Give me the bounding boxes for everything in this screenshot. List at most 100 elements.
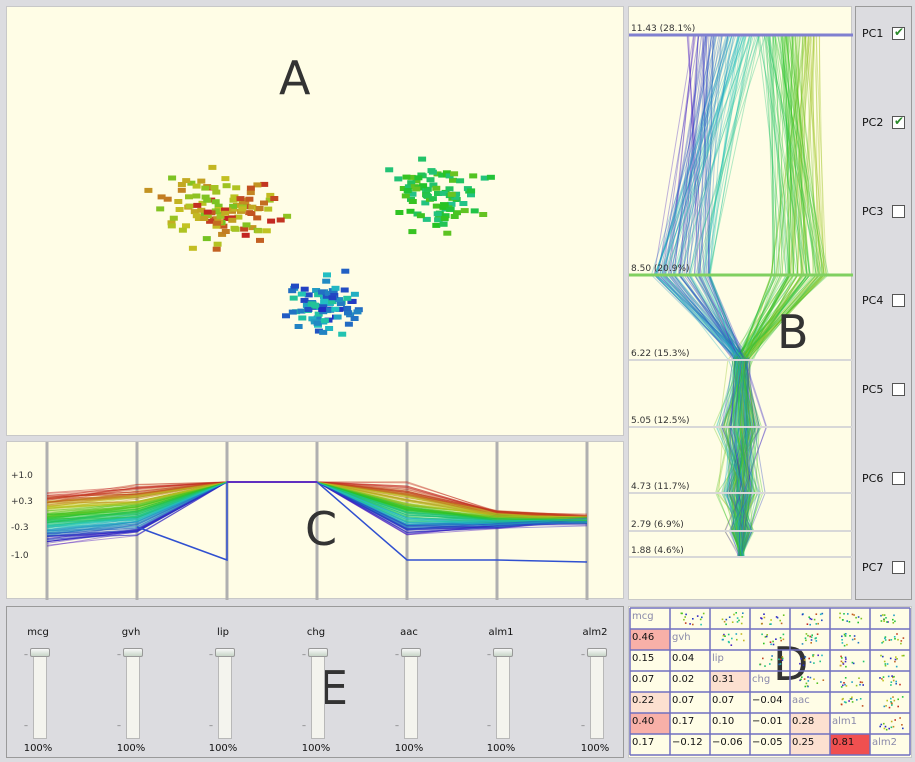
mini-scatter-dot [804,637,807,639]
scatter-point [322,293,331,299]
slider-label: mcg [27,627,49,638]
component-row-pc1[interactable]: PC1 [856,25,911,45]
slider-thumb[interactable] [215,648,235,657]
component-checkbox[interactable] [892,205,905,218]
slider-track[interactable] [33,653,47,739]
weight-slider-alm2[interactable]: alm2 – – 100% [565,607,625,757]
slider-track[interactable] [126,653,140,739]
slider-track[interactable] [404,653,418,739]
component-checkbox[interactable] [892,383,905,396]
mini-scatter-dot [781,657,784,660]
scatter-point [403,188,412,193]
component-checkbox[interactable] [892,561,905,574]
slider-tick-min: – [209,721,213,730]
mini-scatter-dot [780,658,782,660]
slider-track[interactable] [590,653,604,739]
slider-tick-max: – [24,650,28,659]
scatter-point [294,324,303,329]
scatter-point [439,190,448,196]
scatter-point [211,199,220,205]
mini-scatter-dot [772,640,774,643]
slider-thumb[interactable] [587,648,607,657]
slider-label: chg [306,627,326,638]
slider-thumb[interactable] [30,648,50,657]
component-row-pc6[interactable]: PC6 [856,470,911,490]
pca-axis-canvas[interactable]: 11.43 (28.1%) 8.50 (20.9%) 6.22 (15.3%) 5.0… [629,7,853,601]
weight-slider-gvh[interactable]: gvh – – 100% [101,607,161,757]
scatter-point [201,185,210,191]
mini-scatter-dot [728,616,731,618]
component-checkbox[interactable] [892,294,905,307]
weight-slider-lip[interactable]: lip – – 100% [193,607,253,757]
scatter-point [434,191,442,196]
scatter-point [144,187,153,193]
mini-scatter-dot [857,616,860,618]
slider-thumb[interactable] [123,648,143,657]
mini-scatter-dot [893,699,896,702]
pca-scatterplot[interactable]: A [6,6,624,436]
mini-scatter-dot [897,638,899,641]
component-row-pc4[interactable]: PC4 [856,292,911,312]
mini-scatter-dot [733,613,735,616]
mini-scatter-dot [803,659,806,661]
principal-component-axis-plot[interactable]: 11.43 (28.1%) 8.50 (20.9%) 6.22 (15.3%) 5.0… [628,6,853,601]
slider-thumb[interactable] [308,648,328,657]
mini-scatter-dot [816,682,819,684]
mini-scatter-dot [692,623,694,626]
pcp-canvas[interactable]: +1.0 +0.3 -0.3 -1.0 [7,442,625,600]
mini-scatter-dot [723,633,725,636]
mini-scatter-dot [742,612,744,614]
mini-scatter-dot [860,617,863,620]
scatter-plot-canvas[interactable] [7,7,625,437]
matrix-correlation-cell: −0.04 [752,695,783,706]
component-checkbox[interactable] [892,25,905,40]
mini-scatter-dot [685,613,687,616]
slider-track[interactable] [496,653,510,739]
mini-scatter-dot [801,613,804,616]
mini-scatter-dot [728,641,730,644]
slider-track[interactable] [218,653,232,739]
scatter-point [433,171,442,177]
mini-scatter-dot [780,639,782,642]
scatter-point [311,302,320,308]
component-checkbox[interactable] [892,114,905,129]
slider-thumb[interactable] [493,648,513,657]
weight-slider-chg[interactable]: chg – – 100% [286,607,346,757]
scatter-point [255,206,264,211]
slider-thumb[interactable] [401,648,421,657]
mini-scatter-dot [759,663,761,666]
component-row-pc5[interactable]: PC5 [856,381,911,401]
mini-scatter-dot [899,683,901,686]
mini-scatter-dot [781,659,784,661]
mini-scatter-dot [775,616,778,618]
scatter-point [412,186,421,192]
matrix-mini-scatter [790,650,830,671]
matrix-mini-scatter [750,650,790,671]
parallel-coordinates-plot[interactable]: +1.0 +0.3 -0.3 -1.0 C [6,441,625,600]
weight-slider-aac[interactable]: aac – – 100% [379,607,439,757]
mini-scatter-dot [859,698,862,700]
component-checkbox[interactable] [892,472,905,485]
component-row-pc3[interactable]: PC3 [856,203,911,223]
weight-slider-alm1[interactable]: alm1 – – 100% [471,607,531,757]
pca-axis-label: 5.05 (12.5%) [631,416,690,426]
component-row-pc2[interactable]: PC2 [856,114,911,134]
slider-value: 100% [208,743,238,754]
scatter-point [314,328,323,334]
scatter-point [175,207,184,212]
mini-scatter-dot [701,616,703,619]
scatter-point [190,209,199,215]
mini-scatter-dot [896,633,898,635]
weight-slider-mcg[interactable]: mcg – – 100% [8,607,68,757]
scatter-point [264,206,273,212]
matrix-mini-scatter [830,671,870,692]
mini-scatter-dot [761,617,763,620]
component-row-pc7[interactable]: PC7 [856,559,911,579]
scatter-point [407,174,416,180]
matrix-mini-scatter [750,608,790,629]
mini-scatter-dot [845,658,847,660]
scatter-point [265,197,274,203]
matrix-mini-scatter [750,629,790,650]
slider-track[interactable] [311,653,325,739]
mini-scatter-dot [700,623,702,626]
